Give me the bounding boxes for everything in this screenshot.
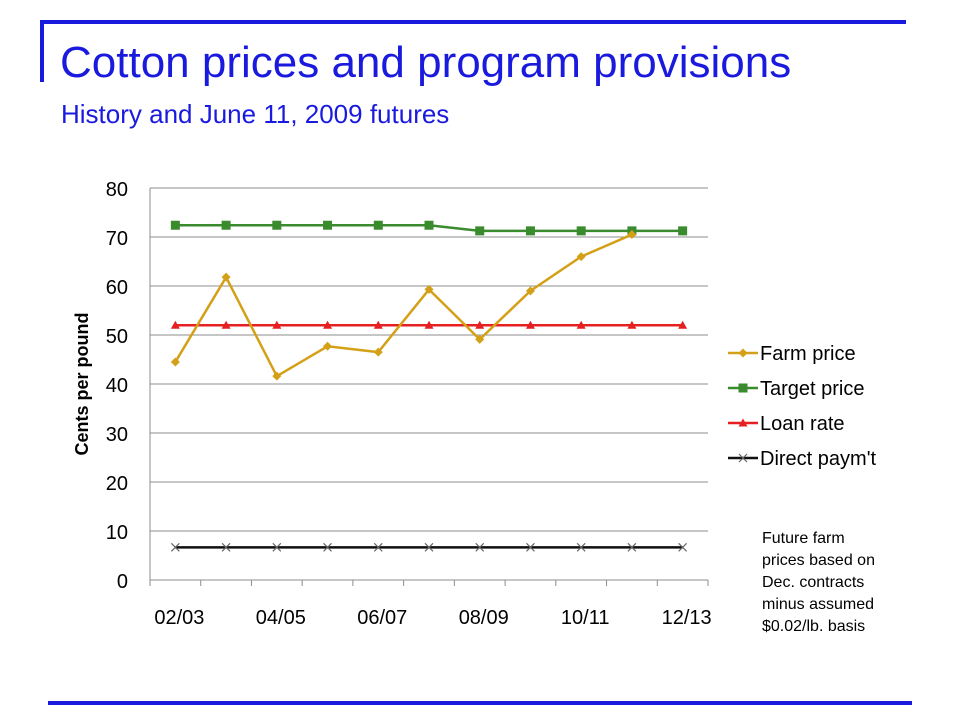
data-point	[272, 220, 282, 230]
legend-swatch-marker	[738, 453, 748, 463]
data-point	[272, 320, 282, 329]
y-tick-label: 70	[106, 228, 128, 250]
data-point	[373, 347, 383, 357]
series-loan-rate	[170, 320, 688, 329]
y-tick-label: 20	[106, 473, 128, 495]
data-point	[678, 320, 688, 329]
data-point	[678, 226, 688, 236]
data-point	[272, 371, 282, 381]
y-tick-label: 0	[117, 571, 128, 593]
legend-entry: Farm price	[728, 343, 856, 365]
data-point	[627, 230, 637, 240]
legend-label: Direct paym't	[760, 448, 877, 470]
legend-label: Loan rate	[760, 413, 845, 435]
data-point	[475, 334, 485, 344]
series-line	[174, 233, 633, 378]
legend-entry: Loan rate	[728, 413, 845, 435]
futures-note: Future farm prices based on Dec. contrac…	[762, 528, 922, 638]
note-line: Future farm	[762, 530, 845, 547]
x-tick-label: 04/05	[256, 607, 306, 629]
y-tick-label: 10	[106, 522, 128, 544]
gridlines	[150, 187, 708, 532]
series-target-price	[170, 220, 688, 236]
data-point	[323, 320, 333, 329]
data-point	[272, 542, 282, 552]
data-point	[525, 286, 535, 296]
data-point	[373, 542, 383, 552]
series	[170, 220, 688, 552]
axes: 0 10 20 30 40 50 60 70 80 02/03 04/05 06/07 08/09 10/…	[72, 179, 712, 629]
series-direct-paym-t	[170, 542, 688, 552]
data-point	[424, 220, 434, 230]
legend-swatch-marker	[738, 348, 748, 358]
note-line: prices based on	[762, 552, 875, 569]
legend-swatch-marker	[738, 418, 748, 427]
x-tick-label: 02/03	[154, 607, 204, 629]
data-point	[475, 542, 485, 552]
legend-swatch-marker	[738, 383, 748, 393]
data-point	[576, 320, 586, 329]
data-point	[525, 320, 535, 329]
series-farm-price	[170, 230, 637, 381]
legend: Farm price Target price Loan rate Direct pa…	[728, 343, 877, 470]
data-point	[221, 272, 231, 282]
data-point	[627, 542, 637, 552]
left-rule	[40, 20, 44, 82]
y-tick-label: 30	[106, 424, 128, 446]
data-point	[323, 341, 333, 351]
data-point	[323, 542, 332, 552]
data-point	[424, 284, 434, 294]
data-point	[170, 220, 180, 230]
slide-title: Cotton prices and program provisions	[60, 38, 792, 87]
note-line: Dec. contracts	[762, 574, 865, 591]
bottom-rule	[48, 701, 912, 705]
legend-label: Farm price	[760, 343, 856, 365]
data-point	[170, 357, 180, 367]
slide-subtitle: History and June 11, 2009 futures	[61, 99, 450, 129]
legend-entry: Direct paym't	[728, 448, 877, 470]
legend-label: Target price	[760, 378, 865, 400]
data-point	[170, 542, 180, 552]
data-point	[221, 320, 231, 329]
data-point	[678, 542, 688, 552]
y-axis-title: Cents per pound	[72, 313, 92, 456]
data-point	[424, 542, 434, 552]
top-rule	[40, 20, 906, 24]
y-tick-label: 80	[106, 179, 128, 201]
data-point	[323, 220, 333, 230]
x-tick-label: 08/09	[459, 607, 509, 629]
data-point	[373, 220, 383, 230]
data-point	[525, 226, 535, 236]
data-point	[424, 320, 434, 329]
data-point	[526, 542, 535, 552]
data-point	[576, 226, 586, 236]
y-tick-label: 40	[106, 375, 128, 397]
data-point	[475, 320, 485, 329]
y-tick-label: 50	[106, 326, 128, 348]
y-tick-label: 60	[106, 277, 128, 299]
data-point	[576, 252, 586, 262]
data-point	[221, 542, 231, 552]
data-point	[475, 226, 485, 236]
legend-entry: Target price	[728, 378, 865, 400]
data-point	[170, 320, 180, 329]
note-line: minus assumed	[762, 596, 875, 613]
x-tick-label: 06/07	[357, 607, 407, 629]
data-point	[373, 320, 383, 329]
note-line: $0.02/lb. basis	[762, 618, 866, 635]
x-tick-label: 10/11	[561, 607, 610, 629]
data-point	[221, 220, 231, 230]
data-point	[627, 320, 637, 329]
x-tick-label: 12/13	[662, 607, 712, 629]
data-point	[576, 542, 586, 552]
